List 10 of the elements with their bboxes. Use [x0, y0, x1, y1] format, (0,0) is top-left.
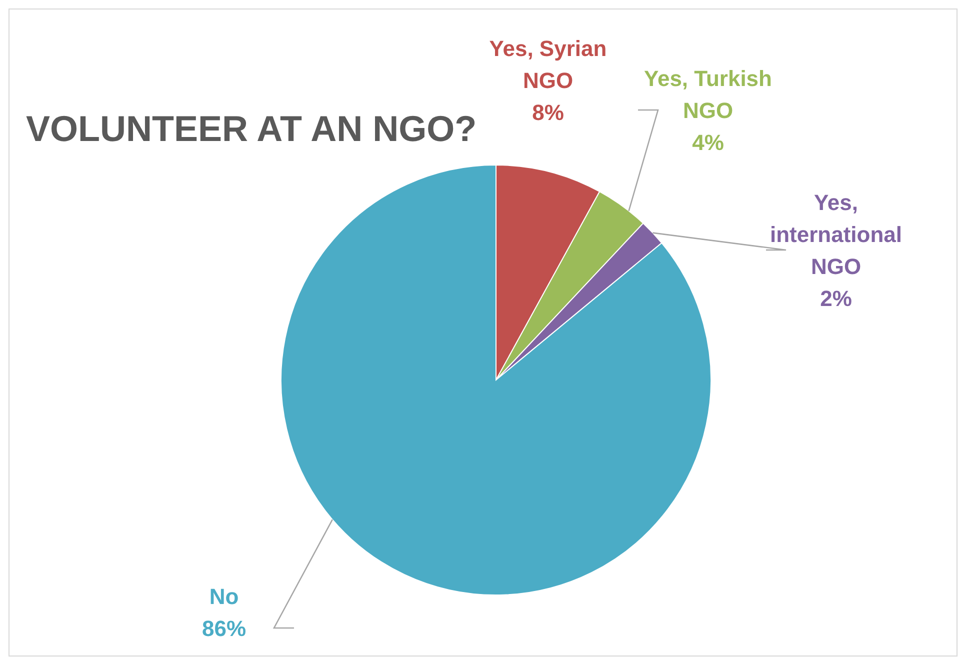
slice-label: Yes, international NGO [770, 190, 902, 279]
slice-label: No [209, 584, 239, 609]
slice-label: Yes, Turkish NGO [644, 66, 772, 123]
pie-slice [280, 164, 712, 596]
data-label: 86% [202, 616, 246, 641]
data-label: 8% [532, 100, 564, 125]
data-label: 2% [820, 286, 852, 311]
data-label: 4% [692, 130, 724, 155]
text: VOLUNTEER AT AN NGO? [26, 108, 477, 149]
slice-label: Yes, Syrian NGO [489, 36, 607, 93]
